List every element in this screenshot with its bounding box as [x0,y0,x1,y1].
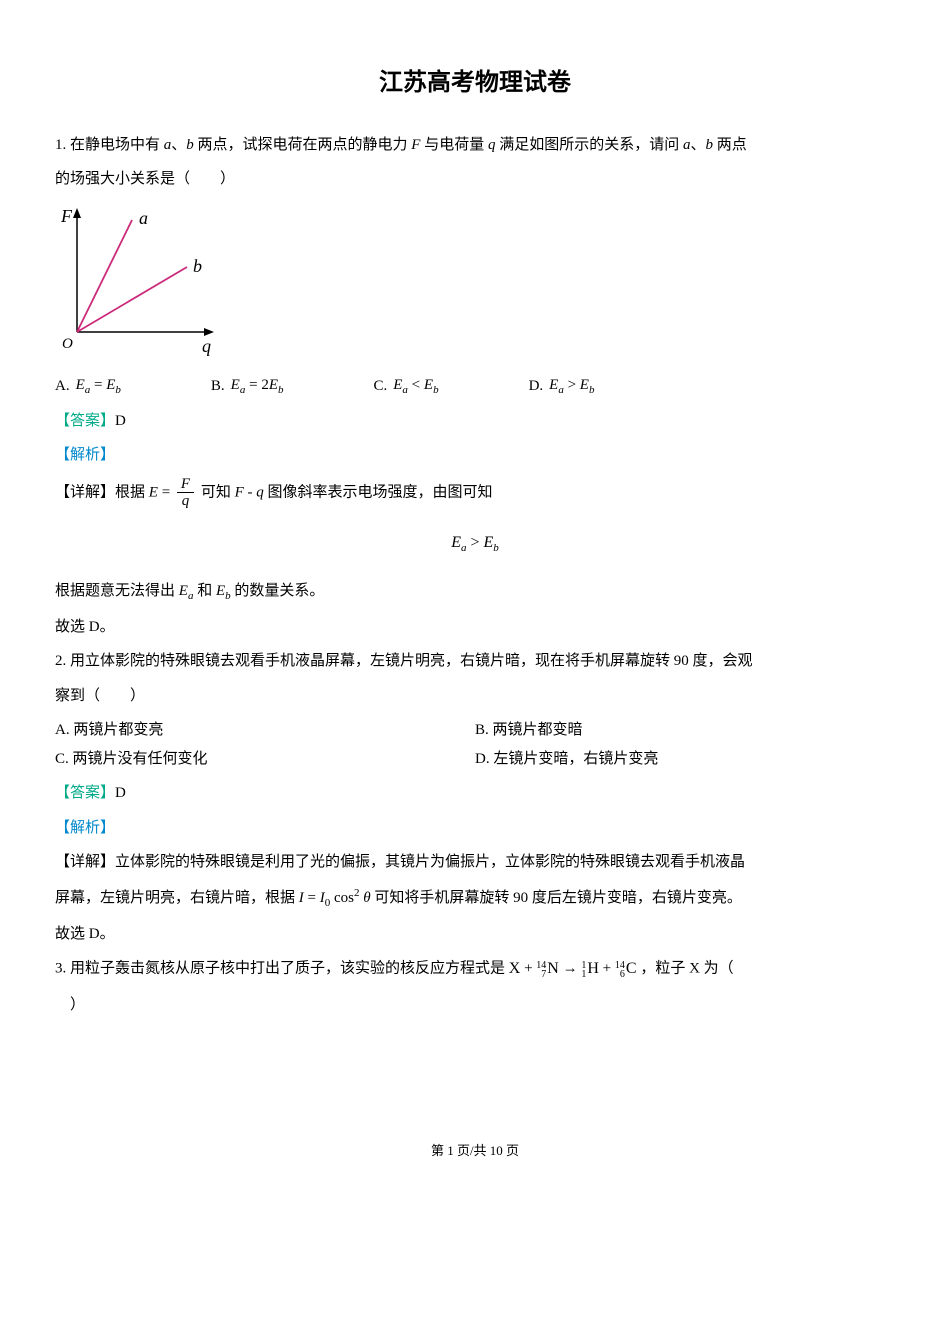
svg-text:q: q [202,336,211,356]
q2-option-a: A. 两镜片都变亮 [55,716,475,745]
svg-text:b: b [193,256,202,276]
svg-text:O: O [62,336,73,352]
q3-stem: 3. 用粒子轰击氮核从原子核中打出了质子，该实验的核反应方程式是 X + 147… [55,954,895,984]
q1-conclude: 故选 D。 [55,613,895,642]
nuclide-h: 11H [581,954,599,984]
q1-options: A. Ea = Eb B. Ea = 2Eb C. Ea < Eb D. Ea … [55,371,895,401]
q2-option-b: B. 两镜片都变暗 [475,716,895,745]
q2-answer: 【答案】D [55,779,895,808]
svg-text:F: F [60,206,73,226]
nuclide-c: 146C [615,954,637,984]
q1-detail: 【详解】根据 E = Fq 可知 F - q 图像斜率表示电场强度，由图可知 [55,476,895,510]
q1-explain-label: 【解析】 [55,441,895,470]
q2-stem: 2. 用立体影院的特殊眼镜去观看手机液晶屏幕，左镜片明亮，右镜片暗，现在将手机屏… [55,647,895,676]
q1-stem: 1. 在静电场中有 a、b 两点，试探电荷在两点的静电力 F 与电荷量 q 满足… [55,131,895,160]
q1-option-c: C. Ea < Eb [373,371,438,401]
q2-stem2: 察到（ ） [55,682,895,711]
svg-text:a: a [139,208,148,228]
q2-option-d: D. 左镜片变暗，右镜片变亮 [475,745,895,774]
nuclide-x: X [509,954,521,984]
nuclide-n: 147N [536,954,559,984]
q1-option-a: A. Ea = Eb [55,371,121,401]
q1-answer: 【答案】D [55,407,895,436]
q1-detail2: 根据题意无法得出 Ea 和 Eb 的数量关系。 [55,577,895,607]
q2-detail-a: 【详解】立体影院的特殊眼镜是利用了光的偏振，其镜片为偏振片，立体影院的特殊眼镜去… [55,848,895,877]
page-footer: 第 1 页/共 10 页 [55,1139,895,1164]
exam-title: 江苏高考物理试卷 [55,60,895,106]
q1-graph: Fq a b O [55,202,895,368]
q1-option-d: D. Ea > Eb [529,371,595,401]
q2-explain-label: 【解析】 [55,814,895,843]
q1-option-b: B. Ea = 2Eb [211,371,284,401]
q2-conclude: 故选 D。 [55,920,895,949]
q2-options-row2: C. 两镜片没有任何变化 D. 左镜片变暗，右镜片变亮 [55,745,895,774]
q2-detail-b: 屏幕，左镜片明亮，右镜片暗，根据 I = I0 cos2 θ 可知将手机屏幕旋转… [55,883,895,914]
q1-number: 1. [55,137,70,153]
q1-center-equation: Ea > Eb [55,528,895,559]
q2-options-row1: A. 两镜片都变亮 B. 两镜片都变暗 [55,716,895,745]
q2-option-c: C. 两镜片没有任何变化 [55,745,475,774]
q1-stem-cont: 的场强大小关系是（ ） [55,165,895,194]
q3-stem-cont: ） [55,991,895,1020]
